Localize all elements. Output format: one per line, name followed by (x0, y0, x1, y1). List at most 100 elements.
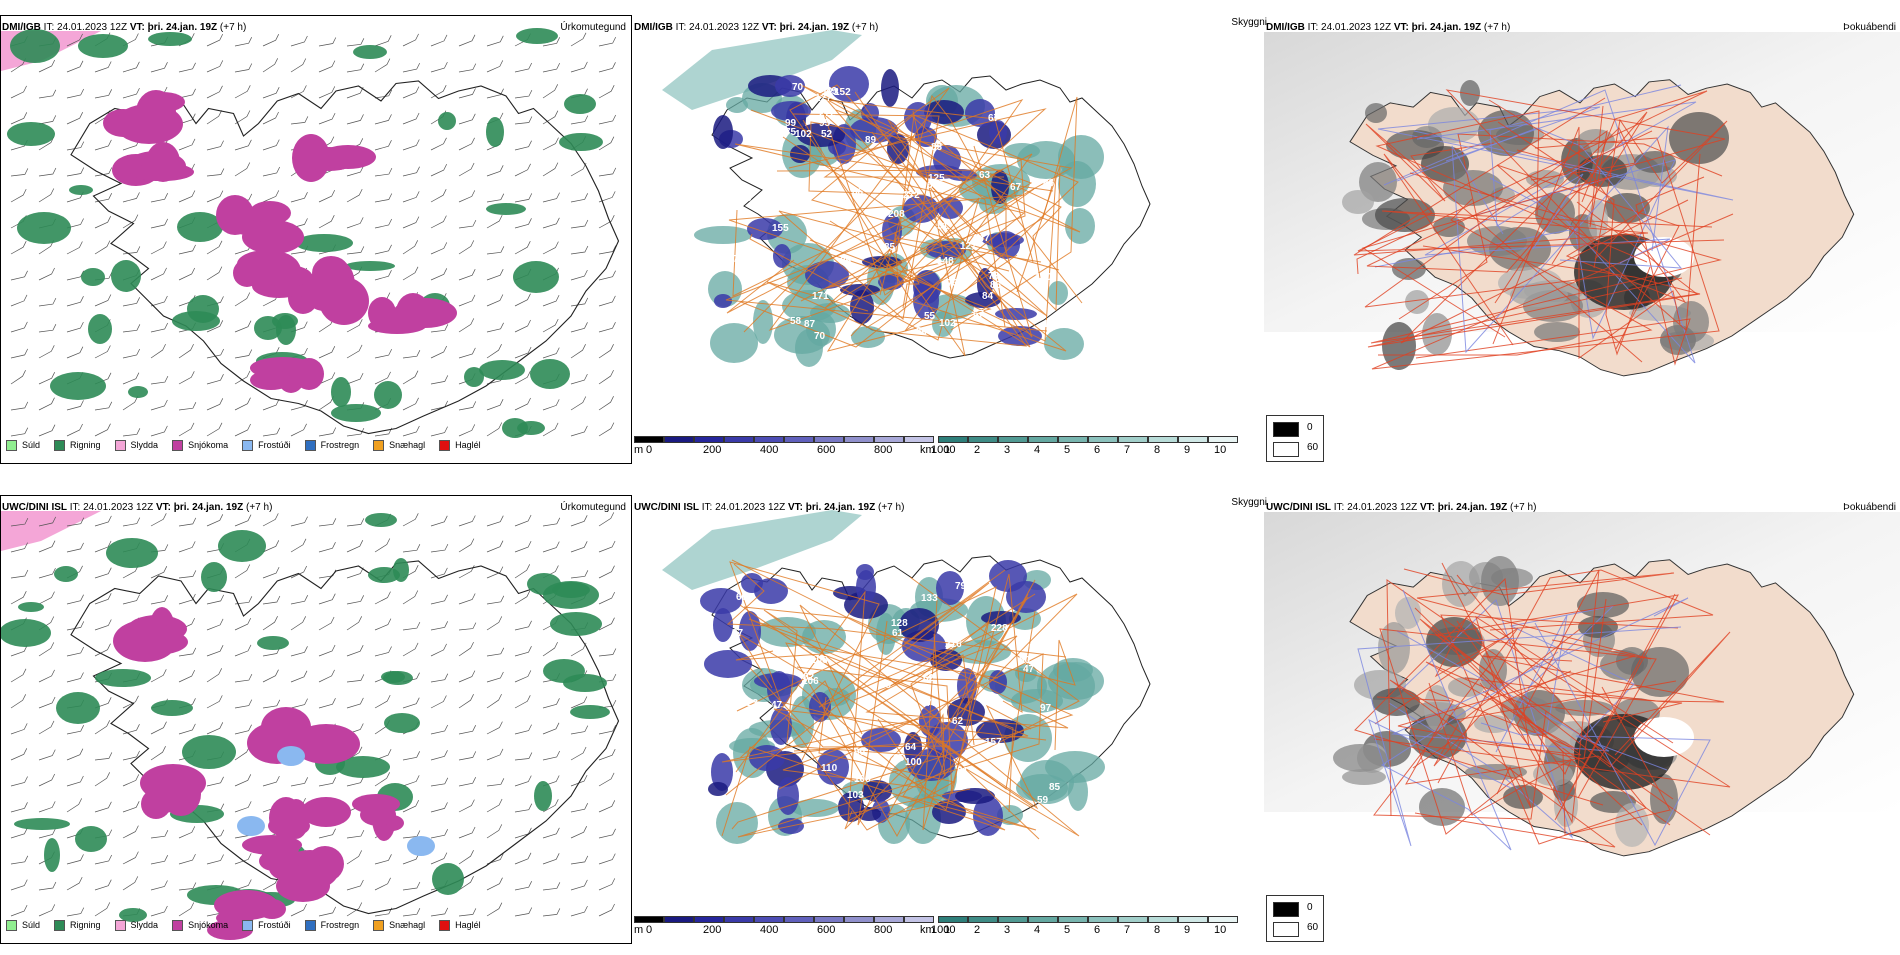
wind-barb (38, 904, 56, 917)
road-line (1425, 661, 1621, 751)
snow-depth-label: 75 (733, 254, 745, 265)
snow-depth-area (881, 69, 899, 107)
wind-barb (122, 396, 139, 411)
fog-index-area (1392, 258, 1426, 280)
wind-barb (430, 242, 448, 255)
wind-barb (570, 696, 588, 709)
wind-barb (598, 617, 615, 631)
wind-barb (402, 112, 420, 125)
road-line (1373, 617, 1731, 788)
wind-barb (10, 112, 28, 125)
snow-depth-label: 99 (785, 118, 797, 129)
lead-time: (+7 h) (878, 502, 905, 513)
wind-barb (10, 748, 28, 761)
wind-barb (234, 724, 252, 735)
wind-barb (346, 372, 364, 385)
fog-index-area (1577, 592, 1629, 618)
height-tick: 200 (703, 924, 722, 936)
height-tick: 800 (874, 924, 893, 936)
wind-barb (38, 89, 57, 99)
legend-label: Haglél (455, 920, 481, 930)
snow-depth-label: 69 (880, 680, 892, 691)
snow-depth-label: 95 (819, 118, 831, 129)
wind-barb (94, 772, 111, 787)
wind-barb (458, 826, 476, 839)
road-line (1354, 577, 1604, 806)
road-line (1389, 679, 1677, 848)
vt-value: þri. 24.jan. 19Z (1437, 502, 1508, 513)
snow-depth-area (844, 591, 888, 619)
wind-barb (486, 165, 504, 177)
rain-area (78, 34, 128, 58)
rain-area (44, 838, 60, 872)
snow-depth-label: 85 (990, 280, 1002, 291)
wind-barb (346, 902, 363, 917)
wind-barb (10, 591, 27, 605)
wind-barb (150, 295, 168, 307)
wind-barb (458, 622, 477, 631)
wind-barb (486, 515, 504, 527)
snow-depth-label: 84 (916, 326, 928, 337)
it-value: 24.01.2023 12Z (1321, 22, 1392, 33)
legend-item: Snæhagl (373, 439, 425, 451)
wind-barb (374, 193, 393, 203)
wind-barb (38, 828, 56, 839)
wind-barb (178, 371, 195, 385)
wind-barb (94, 540, 112, 553)
snow-area (242, 220, 304, 254)
rain-area (502, 418, 528, 438)
wind-barb (486, 748, 504, 761)
road-line (1464, 655, 1725, 703)
wind-barb (178, 723, 196, 735)
wind-barb (402, 425, 420, 437)
road-line (1440, 574, 1679, 845)
fog-index-area (1578, 616, 1618, 638)
wind-barb (150, 241, 167, 255)
snow-depth-label: 78 (926, 698, 938, 709)
snow-depth-label: 208 (888, 209, 905, 220)
rain-area (218, 530, 266, 562)
wind-barb (402, 775, 420, 787)
legend-swatch (242, 919, 254, 931)
wind-barb (486, 671, 504, 683)
road-line (1397, 598, 1636, 760)
wind-barb (402, 139, 420, 151)
legend-swatch (6, 919, 17, 931)
rain-area (570, 705, 610, 719)
snow-area (360, 804, 396, 826)
visibility-colorbar-segment (968, 436, 998, 443)
wind-barb (458, 347, 476, 359)
wind-barb (374, 58, 391, 73)
wind-barb (66, 725, 85, 735)
snow-depth-label: 90 (993, 98, 1005, 109)
wind-barb (570, 269, 588, 281)
snow-depth-label: 80 (1019, 655, 1031, 666)
snow-depth-area (777, 777, 799, 815)
wind-barb (486, 422, 503, 437)
freezing-drizzle-area (237, 816, 265, 836)
wind-barb (598, 136, 615, 151)
wind-barb (150, 513, 167, 527)
wind-barb (598, 903, 615, 917)
rain-area (1, 619, 51, 647)
model-name: UWC/DINI ISL (634, 502, 699, 513)
wind-barb (318, 189, 336, 203)
wind-barb (262, 34, 280, 47)
wind-barb (94, 401, 113, 411)
road-line (736, 586, 997, 795)
wind-barb (458, 725, 477, 735)
wind-barb (150, 595, 169, 605)
wind-barb (38, 324, 57, 333)
wind-barb (178, 113, 196, 125)
wind-barb (458, 799, 475, 813)
wind-barb (346, 344, 363, 359)
wind-barb (542, 241, 559, 255)
rain-area (336, 756, 390, 778)
wind-barb (318, 60, 336, 73)
snow-depth-label: 58 (790, 316, 802, 327)
snow-depth-label: 106 (802, 676, 819, 687)
wind-barb (514, 670, 532, 683)
wind-barb (206, 829, 225, 839)
wind-barb (570, 396, 587, 411)
wind-barb (66, 112, 84, 125)
